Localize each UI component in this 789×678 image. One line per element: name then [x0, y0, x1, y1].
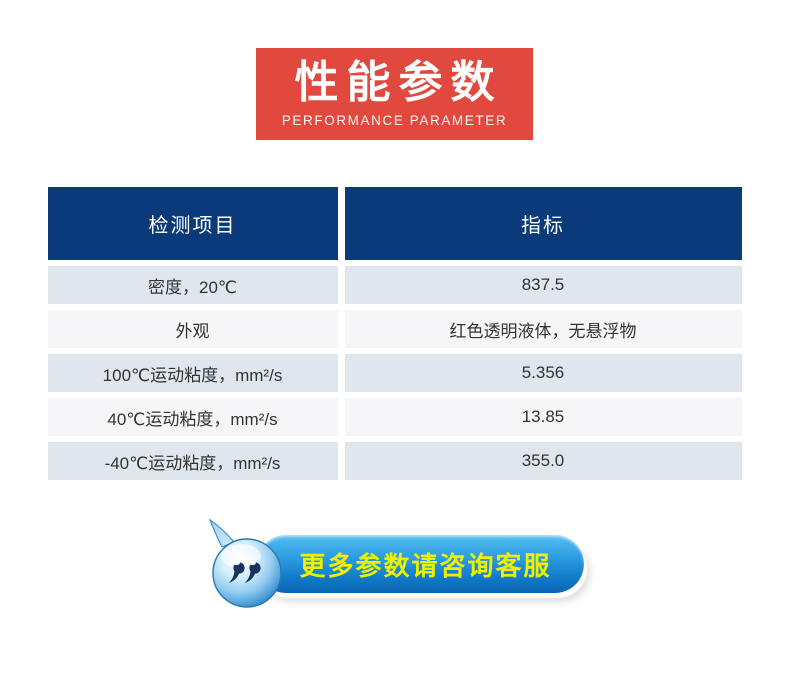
- row-item-label: 40℃运动粘度，mm²/s: [47, 398, 338, 436]
- table-row: 100℃运动粘度，mm²/s 5.356: [47, 354, 742, 392]
- table-row: 40℃运动粘度，mm²/s 13.85: [47, 398, 742, 436]
- row-item-value: 837.5: [344, 266, 742, 304]
- row-item-value: 5.356: [344, 354, 742, 392]
- row-item-label: 密度，20℃: [47, 266, 338, 304]
- row-item-value: 13.85: [344, 398, 742, 436]
- section-title: 性能参数: [294, 57, 503, 107]
- row-item-value: 355.0: [344, 442, 742, 480]
- consult-service-button[interactable]: 更多参数请咨询客服: [257, 535, 584, 593]
- table-row: 密度，20℃ 837.5: [47, 266, 742, 304]
- section-header-banner: 性能参数 PERFORMANCE PARAMETER: [256, 48, 533, 140]
- chat-bubble-mascot-icon: [209, 518, 283, 608]
- page: 性能参数 PERFORMANCE PARAMETER 检测项目 指标 密度，20…: [0, 48, 789, 678]
- table-row: 外观 红色透明液体，无悬浮物: [47, 310, 742, 348]
- table-header-row: 检测项目 指标: [47, 187, 742, 260]
- table-row: -40℃运动粘度，mm²/s 355.0: [47, 442, 742, 480]
- row-item-value: 红色透明液体，无悬浮物: [344, 310, 742, 348]
- row-item-label: 100℃运动粘度，mm²/s: [47, 354, 338, 392]
- column-header-indicator: 指标: [344, 187, 742, 260]
- column-header-test-item: 检测项目: [47, 187, 338, 260]
- consult-footer: 更多参数请咨询客服: [0, 518, 789, 610]
- parameter-table: 检测项目 指标 密度，20℃ 837.5 外观 红色透明液体，无悬浮物 100℃…: [47, 187, 742, 480]
- mascot-eyes: [229, 562, 262, 583]
- row-item-label: 外观: [47, 310, 338, 348]
- section-subtitle: PERFORMANCE PARAMETER: [281, 113, 508, 129]
- row-item-label: -40℃运动粘度，mm²/s: [47, 442, 338, 480]
